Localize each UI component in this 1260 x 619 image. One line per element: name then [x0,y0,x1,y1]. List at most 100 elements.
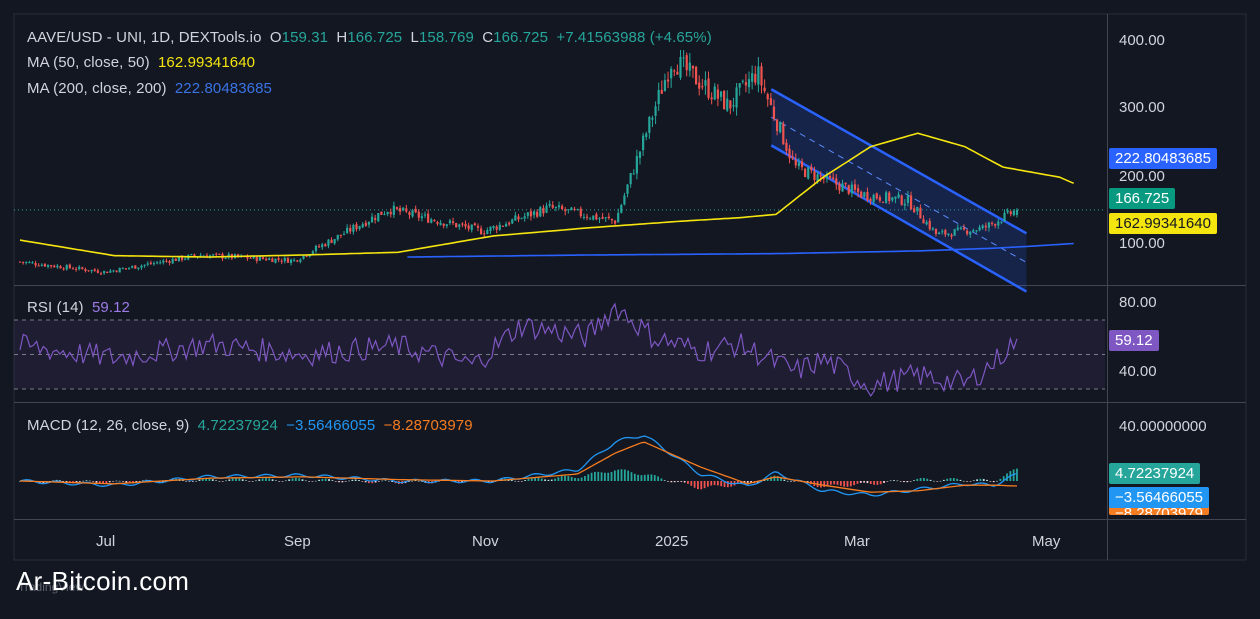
candle [50,265,53,267]
candle [355,224,358,230]
macd-histogram-bar [899,481,902,482]
candle [807,167,810,179]
macd-histogram-bar [52,480,55,481]
macd-histogram-bar [889,480,892,482]
time-tick: May [1032,533,1061,550]
candle [224,257,227,259]
candle [810,166,813,171]
macd-histogram-bar [125,481,128,483]
macd-histogram-bar [949,478,952,481]
macd-histogram-bar [105,481,108,484]
price-tick: 400.00 [1119,32,1165,49]
candle [666,79,670,82]
candle [673,70,676,72]
macd-histogram-bar [560,476,563,481]
macd-histogram-bar [311,481,314,482]
macd-histogram-bar [660,478,663,481]
macd-histogram-bar [344,481,347,482]
macd-histogram-bar [607,472,610,481]
ma200-legend[interactable]: MA (200, close, 200) 222.80483685 [27,80,276,97]
macd-histogram-bar [407,481,410,482]
ma50-legend[interactable]: MA (50, close, 50) 162.99341640 [27,54,259,71]
macd-histogram-bar [228,479,231,481]
macd-histogram-bar [806,481,809,483]
candle [863,192,866,197]
macd-histogram-bar [161,481,164,483]
candle [775,119,779,132]
candle [881,201,885,203]
candle [22,261,25,263]
macd-histogram-bar [158,481,161,483]
candle [990,222,994,224]
macd-histogram-bar [334,481,337,482]
candle [430,219,433,223]
macd-label: MACD (12, 26, close, 9) [27,417,190,434]
candle [302,255,305,259]
macd-legend[interactable]: MACD (12, 26, close, 9) 4.72237924 −3.56… [27,417,477,434]
macd-histogram-bar [284,480,287,482]
macd-histogram-bar [979,478,982,481]
candle [436,222,439,224]
pair-title[interactable]: AAVE/USD - UNI, 1D, DEXTools.io [27,29,262,46]
ma50-tag: 162.99341640 [1109,213,1217,234]
candle [405,208,408,212]
candle [754,73,757,83]
macd-histogram-bar [491,481,493,483]
candle [529,211,533,217]
macd-histogram-bar [128,481,131,484]
macd-histogram-bar [102,481,104,484]
macd-histogram-bar [188,481,191,482]
ma50-label: MA (50, close, 50) [27,54,150,71]
time-tick: Jul [96,533,116,550]
macd-histogram-bar [849,481,852,487]
candle [370,216,374,223]
tradingview-logo: TradingView [18,580,85,594]
macd-histogram-bar [371,481,374,484]
macd-histogram-bar [314,480,317,482]
candle [956,227,959,230]
candle [476,225,480,228]
macd-histogram-bar [720,481,723,487]
macd-histogram-bar [567,476,570,481]
macd-histogram-bar [886,481,889,482]
macd-histogram-bar [82,480,85,482]
macd-histogram-bar [700,481,703,490]
macd-histogram-bar [308,481,311,482]
candle [841,183,844,192]
candle [464,223,467,227]
candle [557,205,561,208]
candle [981,225,984,229]
candle [610,218,614,221]
candle [137,267,140,269]
macd-histogram-bar [321,478,324,481]
candle [931,228,934,230]
rsi-legend[interactable]: RSI (14) 59.12 [27,299,134,316]
macd-histogram-bar [354,479,357,481]
candle [962,227,966,230]
candle [897,194,900,198]
macd-histogram-bar [391,481,394,482]
macd-histogram-bar [301,479,304,481]
candle [856,188,860,193]
candle [127,267,131,269]
macd-histogram-bar [766,478,769,481]
candle [682,57,685,59]
candle [972,230,975,232]
candle [268,258,271,261]
candle [455,223,458,228]
macd-histogram-bar [969,481,972,482]
macd-histogram-bar [211,479,214,481]
macd-histogram-bar [338,481,340,483]
macd-histogram-bar [919,478,922,481]
candle [645,133,648,137]
macd-histogram-bar [677,481,679,482]
macd-histogram-bar [893,480,895,481]
candle [654,106,657,116]
macd-histogram-bar [208,478,211,481]
time-tick: Nov [472,533,499,550]
macd-histogram-bar [514,480,517,482]
candle [411,210,414,217]
macd-histogram-bar [65,481,68,483]
